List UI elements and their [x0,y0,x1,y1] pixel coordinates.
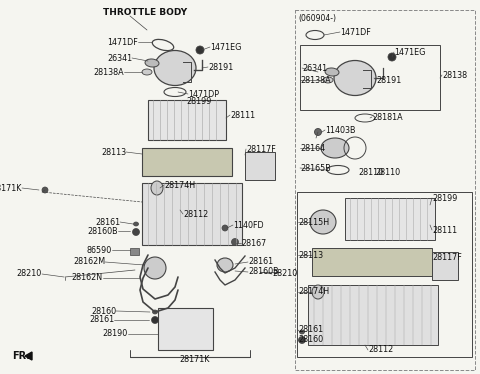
Bar [432,252,458,280]
Text: 1471EG: 1471EG [394,47,425,56]
Text: 28181A: 28181A [372,113,403,122]
Ellipse shape [300,330,304,334]
Ellipse shape [154,50,196,86]
Text: 28165B: 28165B [300,163,331,172]
Bar [158,308,213,350]
Bar [245,152,275,180]
Ellipse shape [153,310,157,314]
Text: 28160B: 28160B [87,227,118,236]
Ellipse shape [222,225,228,231]
Bar [297,192,472,357]
Text: 28112: 28112 [368,346,393,355]
Ellipse shape [321,138,349,158]
Text: 28160: 28160 [91,307,116,316]
Text: 28162M: 28162M [73,258,105,267]
Ellipse shape [314,129,322,135]
Ellipse shape [196,46,204,54]
Text: 28110: 28110 [375,168,400,177]
Text: 11403B: 11403B [325,126,356,135]
Text: 28171K: 28171K [180,356,210,365]
Bar [308,285,438,345]
Ellipse shape [334,61,376,95]
Text: (060904-): (060904-) [298,13,336,22]
Ellipse shape [310,210,336,234]
Text: 28112: 28112 [183,209,208,218]
Ellipse shape [323,77,333,83]
Text: 28111: 28111 [230,110,255,120]
Ellipse shape [142,69,152,75]
Ellipse shape [388,53,396,61]
Ellipse shape [132,229,140,236]
Ellipse shape [145,59,159,67]
Text: 86590: 86590 [87,245,112,254]
Ellipse shape [217,258,233,272]
Text: FR.: FR. [12,351,30,361]
Text: 28191: 28191 [376,76,401,85]
Text: 1471EG: 1471EG [210,43,241,52]
Bar [130,248,139,255]
Text: 28115H: 28115H [298,218,329,227]
Bar [148,100,226,140]
Text: 28167: 28167 [241,239,266,248]
Text: 28161: 28161 [95,218,120,227]
Text: 26341: 26341 [107,53,132,62]
Polygon shape [25,352,32,360]
Text: 28191: 28191 [208,62,233,71]
Text: 28162N: 28162N [72,273,103,282]
Text: 28171K: 28171K [0,184,22,193]
Text: 26341: 26341 [302,64,327,73]
Ellipse shape [325,68,339,76]
Text: 28210: 28210 [17,270,42,279]
Ellipse shape [312,285,324,299]
Bar [300,45,440,110]
Ellipse shape [144,257,166,279]
Ellipse shape [151,181,163,195]
Text: 28113: 28113 [101,147,126,156]
Text: 28174H: 28174H [164,181,195,190]
Bar [312,248,432,276]
Text: 28161: 28161 [89,316,114,325]
Text: 28111: 28111 [432,226,457,234]
Ellipse shape [231,239,239,245]
Text: 28174H: 28174H [298,288,329,297]
Text: 28113: 28113 [298,251,323,260]
Ellipse shape [152,316,158,324]
Text: 28161: 28161 [298,325,323,334]
Text: 28199: 28199 [186,96,211,105]
Text: 1471DP: 1471DP [188,89,219,98]
Bar [142,183,242,245]
Ellipse shape [42,187,48,193]
Text: THROTTLE BODY: THROTTLE BODY [103,7,187,16]
Bar [142,148,232,176]
Text: 28117F: 28117F [246,144,276,153]
Text: 1140FD: 1140FD [233,221,264,230]
Text: 28160: 28160 [298,335,323,344]
Text: 28164: 28164 [300,144,325,153]
Text: 28160B: 28160B [248,267,278,276]
Text: 28210: 28210 [272,270,297,279]
Text: 28117F: 28117F [432,254,462,263]
Text: 28161: 28161 [248,258,273,267]
Text: 28138A: 28138A [300,76,331,85]
Bar [345,198,435,240]
Text: 28138A: 28138A [94,67,124,77]
Ellipse shape [133,222,139,226]
Text: 28199: 28199 [432,193,457,202]
Text: 28110: 28110 [358,168,383,177]
Ellipse shape [299,337,305,343]
Bar [295,10,475,370]
Text: 28190: 28190 [103,329,128,338]
Text: 28138: 28138 [442,71,467,80]
Text: 1471DF: 1471DF [107,37,138,46]
Text: 1471DF: 1471DF [340,28,371,37]
